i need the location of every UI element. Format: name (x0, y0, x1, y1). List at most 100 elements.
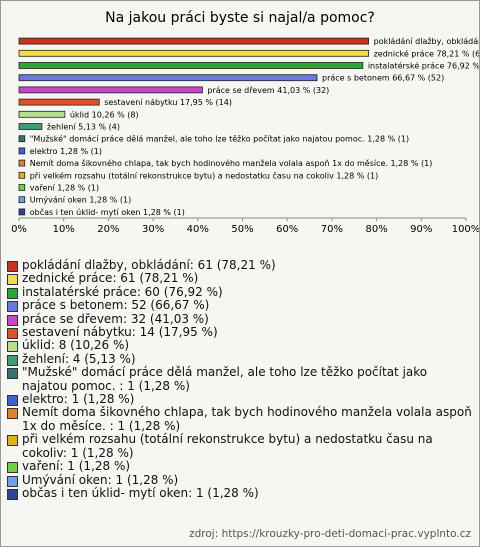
bar-label-value: 1,28 % (1) (367, 134, 409, 143)
bar-label-name: úklid (70, 110, 89, 119)
legend-swatch (7, 341, 18, 353)
bar-label-value: 1,28 % (1) (391, 159, 433, 168)
legend-swatch (7, 354, 18, 366)
legend-item: pokládání dlažby, obkládání: 61 (78,21 %… (7, 258, 473, 272)
bar-label-value: 76,92 % (60) (447, 61, 479, 70)
legend-swatch (7, 435, 18, 447)
bar-label-value: 5,13 % (4) (78, 122, 120, 131)
x-tick-label: 10% (53, 224, 75, 235)
bar (18, 196, 26, 204)
x-tick-label: 60% (276, 224, 298, 235)
bar-label-name: elektro (30, 146, 58, 155)
bar (18, 49, 369, 57)
legend-swatch (7, 328, 18, 340)
bar (18, 86, 203, 94)
bar-label-value: 66,67 % (52) (392, 73, 444, 82)
legend-item: úklid: 8 (10,26 %) (7, 338, 473, 353)
bar-label-name: vaření (30, 183, 56, 192)
bar-label-name: při velkém rozsahu (totální rekonstrukce… (30, 170, 334, 180)
bar-label: žehlení 5,13 % (4) (47, 122, 120, 131)
bar (18, 123, 43, 130)
bar-label: při velkém rozsahu (totální rekonstrukce… (30, 170, 378, 180)
bar-label-value: 1,28 % (1) (336, 171, 378, 180)
bar-label-value: 78,21 % (61) (436, 49, 479, 58)
legend-label: elektro: 1 (1,28 %) (22, 392, 135, 407)
legend-swatch (7, 261, 18, 272)
legend-swatch (7, 301, 18, 313)
x-tick-label: 20% (97, 224, 119, 235)
bar (18, 98, 100, 106)
bar (18, 74, 318, 82)
bar-label: sestavení nábytku 17,95 % (14) (104, 98, 232, 107)
bar-label-name: práce s betonem (322, 73, 390, 82)
legend-item: občas i ten úklid- mytí oken: 1 (1,28 %) (7, 485, 473, 500)
legend-label: pokládání dlažby, obkládání: 61 (78,21 %… (22, 258, 276, 272)
bar (18, 147, 26, 155)
legend-label: instalatérské práce: 60 (76,92 %) (22, 284, 223, 299)
bar-label: pokládání dlažby, obkládání 78,21 % (61) (374, 37, 479, 46)
x-tick-label: 80% (365, 224, 387, 235)
bar (18, 62, 364, 69)
bar-label: práce se dřevem 41,03 % (32) (207, 85, 329, 94)
bar-label-name: Umývání oken (30, 195, 87, 204)
bar-label-value: 1,28 % (1) (143, 207, 185, 216)
legend-item: při velkém rozsahu (totální rekonstrukce… (7, 433, 473, 460)
legend-swatch (7, 462, 18, 474)
legend-item: žehlení: 4 (5,13 %) (7, 351, 473, 366)
bar-label-name: "Mužské" domácí práce dělá manžel, ale t… (30, 133, 368, 143)
legend-label: "Mužské" domácí práce dělá manžel, ale t… (22, 365, 428, 393)
legend-label: vaření: 1 (1,28 %) (22, 459, 131, 474)
bar (18, 110, 66, 118)
legend-swatch (7, 408, 18, 420)
bar-label-name: práce se dřevem (207, 85, 275, 94)
x-tick-label: 0% (11, 224, 27, 235)
bar-label: úklid 10,26 % (8) (70, 110, 139, 119)
legend-label: žehlení: 4 (5,13 %) (22, 351, 136, 366)
bar-label: Nemít doma šikovného chlapa, tak bych ho… (30, 158, 433, 168)
bar-label-name: Nemít doma šikovného chlapa, tak bych ho… (30, 158, 391, 168)
bar-label: práce s betonem 66,67 % (52) (322, 73, 444, 82)
bar-label: elektro 1,28 % (1) (30, 146, 102, 155)
bar (18, 159, 26, 167)
legend-label: zednické práce: 61 (78,21 %) (22, 271, 199, 286)
bar-label: vaření 1,28 % (1) (30, 183, 99, 192)
bar-label-name: sestavení nábytku (104, 98, 177, 107)
bar-label-name: instalatérské práce (368, 60, 445, 70)
legend-label: úklid: 8 (10,26 %) (22, 338, 130, 353)
legend-item: zednické práce: 61 (78,21 %) (7, 271, 473, 286)
bar-label: instalatérské práce 76,92 % (60) (368, 60, 479, 70)
legend-label: práce s betonem: 52 (66,67 %) (22, 298, 210, 313)
bar (18, 171, 26, 179)
legend-swatch (7, 475, 18, 487)
bar-label-name: žehlení (47, 122, 76, 131)
x-tick-label: 90% (410, 224, 432, 235)
legend: pokládání dlažby, obkládání: 61 (78,21 %… (7, 258, 473, 500)
bar-label-name: zednické práce (374, 48, 434, 58)
bar-label-value: 1,28 % (1) (89, 195, 131, 204)
legend-item: vaření: 1 (1,28 %) (7, 459, 473, 474)
bar-label-value: 1,28 % (1) (57, 183, 99, 192)
bar-label: zednické práce 78,21 % (61) (374, 48, 479, 58)
legend-label: při velkém rozsahu (totální rekonstrukce… (22, 432, 433, 460)
legend-label: občas i ten úklid- mytí oken: 1 (1,28 %) (22, 485, 259, 500)
chart-title: Na jakou práci byste si najal/a pomoc? (105, 10, 375, 26)
x-tick-label: 100% (452, 224, 479, 235)
legend-swatch (7, 368, 18, 380)
bar-label-value: 17,95 % (14) (180, 98, 232, 107)
legend-label: Umývání oken: 1 (1,28 %) (22, 472, 179, 487)
x-tick-label: 50% (231, 224, 253, 235)
legend-item: sestavení nábytku: 14 (17,95 %) (7, 325, 473, 340)
legend-swatch (7, 287, 18, 299)
legend-item: Umývání oken: 1 (1,28 %) (7, 472, 473, 487)
bar-label: "Mužské" domácí práce dělá manžel, ale t… (30, 133, 409, 143)
chart: Na jakou práci byste si najal/a pomoc? 0… (11, 10, 479, 235)
bar (18, 208, 26, 216)
legend-item: práce s betonem: 52 (66,67 %) (7, 298, 473, 313)
legend-item: "Mužské" domácí práce dělá manžel, ale t… (7, 366, 473, 393)
bar-label-name: pokládání dlažby, obkládání (374, 37, 479, 46)
legend-swatch (7, 314, 18, 326)
bar (18, 184, 26, 191)
legend-swatch (7, 274, 18, 286)
legend-item: elektro: 1 (1,28 %) (7, 392, 473, 407)
